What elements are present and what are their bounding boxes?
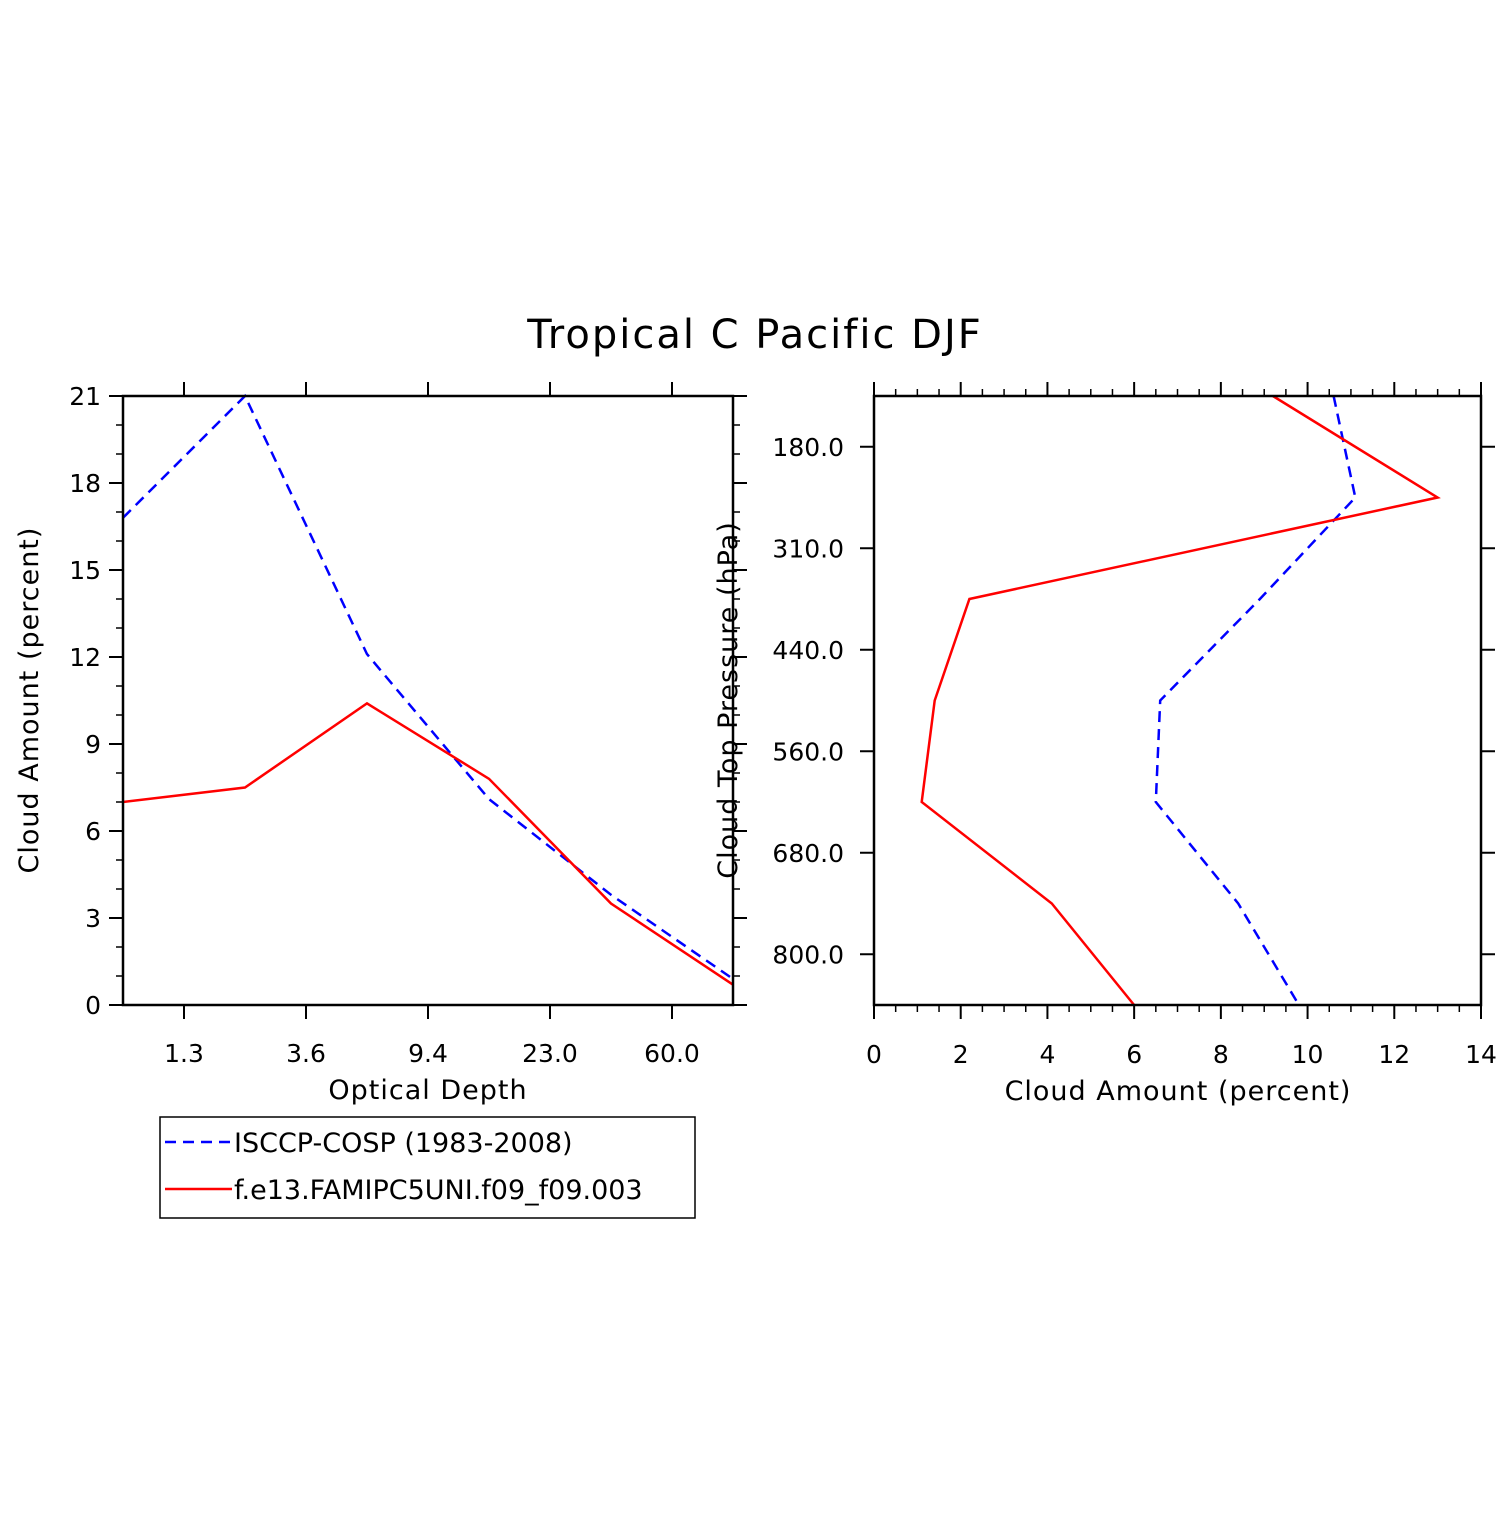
legend-box — [159, 1116, 696, 1219]
right-x-tick-label: 12 — [1378, 1040, 1410, 1069]
legend-label-model: f.e13.FAMIPC5UNI.f09_f09.003 — [234, 1175, 643, 1206]
legend-label-isccp: ISCCP-COSP (1983-2008) — [234, 1128, 573, 1159]
chart-title: Tropical C Pacific DJF — [526, 312, 983, 358]
left-y-tick-label: 6 — [85, 817, 101, 846]
right-x-tick-label: 14 — [1465, 1040, 1497, 1069]
right-y-tick-label: 310.0 — [772, 534, 844, 563]
optical-depth-panel: 0 3 6 9 12 15 18 21 1.3 3.6 9.4 23.0 60.0 Optical De… — [14, 382, 747, 1106]
left-x-tick-label: 23.0 — [522, 1039, 578, 1068]
right-series-isccp-line — [1154, 395, 1357, 1006]
right-x-tick-label: 8 — [1213, 1040, 1229, 1069]
left-x-tick-label: 3.6 — [286, 1039, 326, 1068]
left-y-tick-label: 15 — [69, 556, 101, 585]
right-y-tick-label: 800.0 — [772, 940, 844, 969]
right-y-axis-label: Cloud Top Pressure (hPa) — [713, 521, 744, 879]
right-y-tick-label: 180.0 — [772, 433, 844, 462]
right-x-tick-label: 4 — [1039, 1040, 1055, 1069]
left-plot-frame — [121, 394, 735, 1007]
cloud-top-pressure-panel: 0 2 4 6 8 10 12 14 180.0 310.0 440.0 560.0 680.0 800.… — [713, 382, 1497, 1107]
left-y-tick-label: 12 — [69, 643, 101, 672]
left-y-tick-label: 0 — [85, 991, 101, 1020]
right-x-axis-label: Cloud Amount (percent) — [1005, 1076, 1352, 1107]
right-y-tick-label: 680.0 — [772, 839, 844, 868]
right-x-tick-label: 10 — [1292, 1040, 1324, 1069]
legend: ISCCP-COSP (1983-2008) f.e13.FAMIPC5UNI.… — [159, 1116, 696, 1219]
left-x-tick-label: 1.3 — [164, 1039, 204, 1068]
left-y-axis-label: Cloud Amount (percent) — [14, 527, 45, 874]
left-y-tick-label: 3 — [85, 904, 101, 933]
left-x-axis-label: Optical Depth — [328, 1075, 527, 1106]
right-x-tick-label: 0 — [866, 1040, 882, 1069]
left-y-tick-label: 21 — [69, 382, 101, 411]
left-y-tick-label: 9 — [85, 730, 101, 759]
right-series-model-line — [920, 394, 1441, 1006]
right-plot-frame — [872, 394, 1483, 1007]
right-x-tick-label: 2 — [953, 1040, 969, 1069]
left-x-tick-label: 9.4 — [408, 1039, 448, 1068]
right-y-tick-label: 560.0 — [772, 737, 844, 766]
left-series-model-line — [122, 701, 734, 986]
left-x-tick-label: 60.0 — [644, 1039, 700, 1068]
left-y-tick-label: 18 — [69, 469, 101, 498]
right-y-tick-label: 440.0 — [772, 636, 844, 665]
left-series-isccp-line — [122, 393, 734, 980]
right-x-tick-label: 6 — [1126, 1040, 1142, 1069]
